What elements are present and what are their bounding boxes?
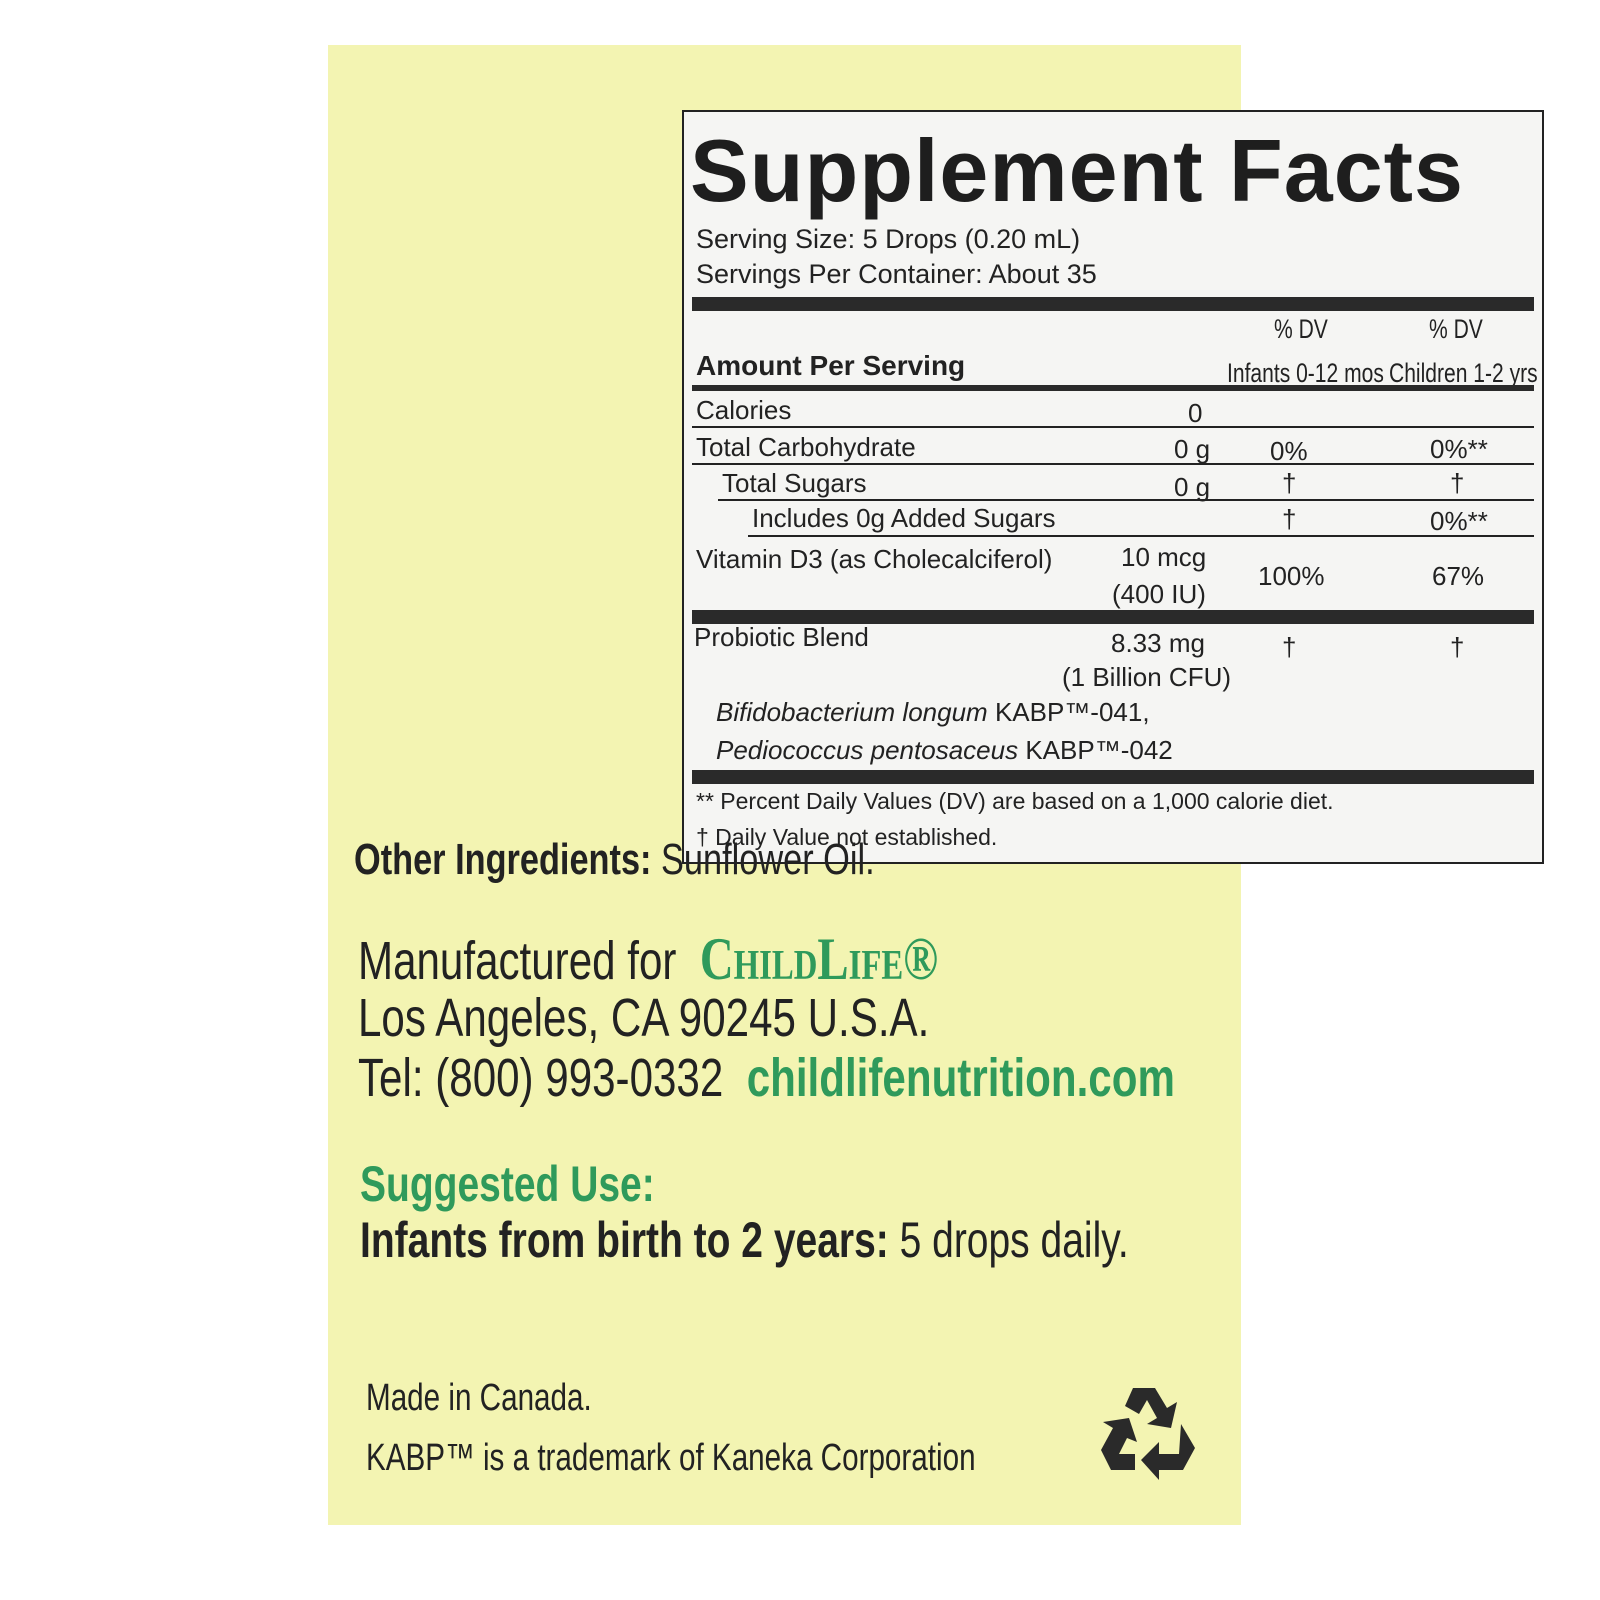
col1-dv: % DV xyxy=(1274,314,1328,344)
row-dv1: 100% xyxy=(1258,561,1325,591)
suggested-use-text: Infants from birth to 2 years: 5 drops d… xyxy=(360,1212,1129,1268)
row-amount-iu: (400 IU) xyxy=(1112,579,1206,609)
facts-title: Supplement Facts xyxy=(690,121,1464,220)
col1-label: Infants 0-12 mos xyxy=(1227,358,1384,388)
footnote-dagger: † Daily Value not established. xyxy=(696,824,998,850)
thick-divider xyxy=(692,610,1534,624)
row-amount: 8.33 mg xyxy=(1111,628,1205,658)
row-dv2: † xyxy=(1450,632,1465,662)
contact: Tel: (800) 993-0332 childlifenutrition.c… xyxy=(358,1048,1175,1108)
row-name: Total Carbohydrate xyxy=(696,432,916,462)
row-dv2: 0%** xyxy=(1430,434,1488,464)
supplement-facts-box: Supplement Facts Serving Size: 5 Drops (… xyxy=(682,110,1544,864)
row-amount: 0 g xyxy=(1174,472,1211,502)
row-dv2: † xyxy=(1450,468,1465,498)
row-name: Total Sugars xyxy=(722,468,867,498)
row-amount: 0 xyxy=(1188,398,1203,428)
col2-label: Children 1-2 yrs xyxy=(1389,358,1538,388)
row-name: Includes 0g Added Sugars xyxy=(752,503,1056,533)
label-panel: Supplement Facts Serving Size: 5 Drops (… xyxy=(328,45,1544,1525)
other-ingredients: Other Ingredients: Sunflower Oil. xyxy=(354,835,875,884)
row-divider xyxy=(748,535,1534,537)
row-divider xyxy=(718,499,1534,501)
row-dv2: 0%** xyxy=(1430,506,1488,536)
row-divider xyxy=(692,463,1534,465)
row-dv1: 0% xyxy=(1270,436,1308,466)
row-name: Calories xyxy=(696,395,792,425)
thick-divider xyxy=(692,770,1534,784)
amount-per-serving: Amount Per Serving xyxy=(696,350,966,381)
row-dv1: † xyxy=(1282,504,1297,534)
row-dv2: 67% xyxy=(1432,561,1485,591)
row-divider xyxy=(692,426,1534,428)
trademark-note: KABP™ is a trademark of Kaneka Corporati… xyxy=(366,1437,976,1479)
made-in: Made in Canada. xyxy=(366,1377,592,1419)
website-link[interactable]: childlifenutrition.com xyxy=(746,1048,1175,1108)
strain-2: Pediococcus pentosaceus KABP™-042 xyxy=(716,735,1173,765)
servings-per-container: Servings Per Container: About 35 xyxy=(696,259,1097,289)
medium-divider xyxy=(692,385,1534,391)
footnote-dv: ** Percent Daily Values (DV) are based o… xyxy=(696,788,1334,814)
strain-1: Bifidobacterium longum KABP™-041, xyxy=(716,697,1150,727)
col2-dv: % DV xyxy=(1429,314,1483,344)
thick-divider xyxy=(692,297,1534,311)
row-amount: 10 mcg xyxy=(1121,542,1207,572)
address: Los Angeles, CA 90245 U.S.A. xyxy=(358,988,930,1048)
row-amount-cfu: (1 Billion CFU) xyxy=(1062,662,1232,692)
row-amount: 0 g xyxy=(1174,434,1211,464)
row-name: Vitamin D3 (as Cholecalciferol) xyxy=(696,544,1053,574)
recycle-icon xyxy=(1101,1388,1195,1480)
row-dv1: † xyxy=(1282,632,1297,662)
suggested-use-heading: Suggested Use: xyxy=(360,1156,655,1212)
serving-size: Serving Size: 5 Drops (0.20 mL) xyxy=(696,224,1081,254)
childlife-logo: ChildLife® xyxy=(699,926,939,992)
row-name: Probiotic Blend xyxy=(694,622,869,652)
manufactured-for: Manufactured for ChildLife® xyxy=(358,926,939,992)
row-dv1: † xyxy=(1282,468,1297,498)
